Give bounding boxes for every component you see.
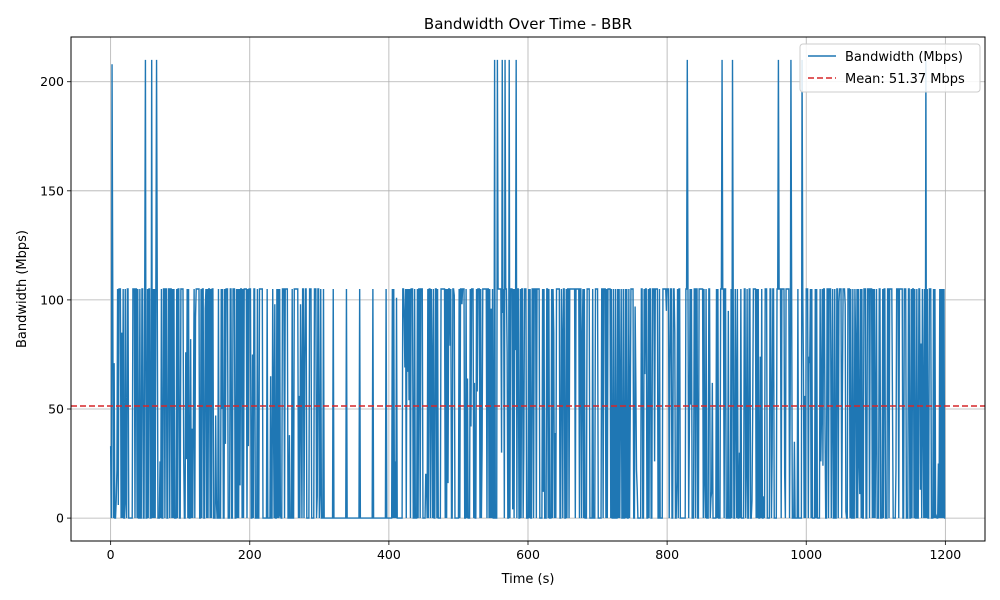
x-tick-label: 1200	[929, 547, 961, 562]
x-axis-label: Time (s)	[501, 572, 555, 587]
axis-ticks: 0 200 400 600 800 1000 1200 0 50 100 150 200	[40, 74, 961, 562]
y-axis-label: Bandwidth (Mbps)	[15, 230, 30, 348]
x-tick-label: 400	[377, 547, 401, 562]
legend-label-mean: Mean: 51.37 Mbps	[845, 72, 965, 87]
x-tick-label: 0	[107, 547, 115, 562]
bandwidth-series-line	[109, 59, 946, 519]
x-tick-label: 200	[238, 547, 262, 562]
y-tick-label: 50	[48, 402, 64, 417]
y-tick-label: 150	[40, 183, 64, 198]
y-tick-label: 100	[40, 292, 64, 307]
y-tick-label: 0	[56, 511, 64, 526]
x-tick-label: 1000	[790, 547, 822, 562]
y-tick-label: 200	[40, 74, 64, 89]
x-tick-label: 600	[516, 547, 540, 562]
x-tick-label: 800	[655, 547, 679, 562]
chart-title: Bandwidth Over Time - BBR	[424, 15, 632, 33]
legend-box	[799, 43, 981, 93]
plot-area	[71, 59, 985, 519]
legend-label-bandwidth: Bandwidth (Mbps)	[845, 50, 963, 65]
legend: Bandwidth (Mbps) Mean: 51.37 Mbps	[799, 43, 981, 93]
